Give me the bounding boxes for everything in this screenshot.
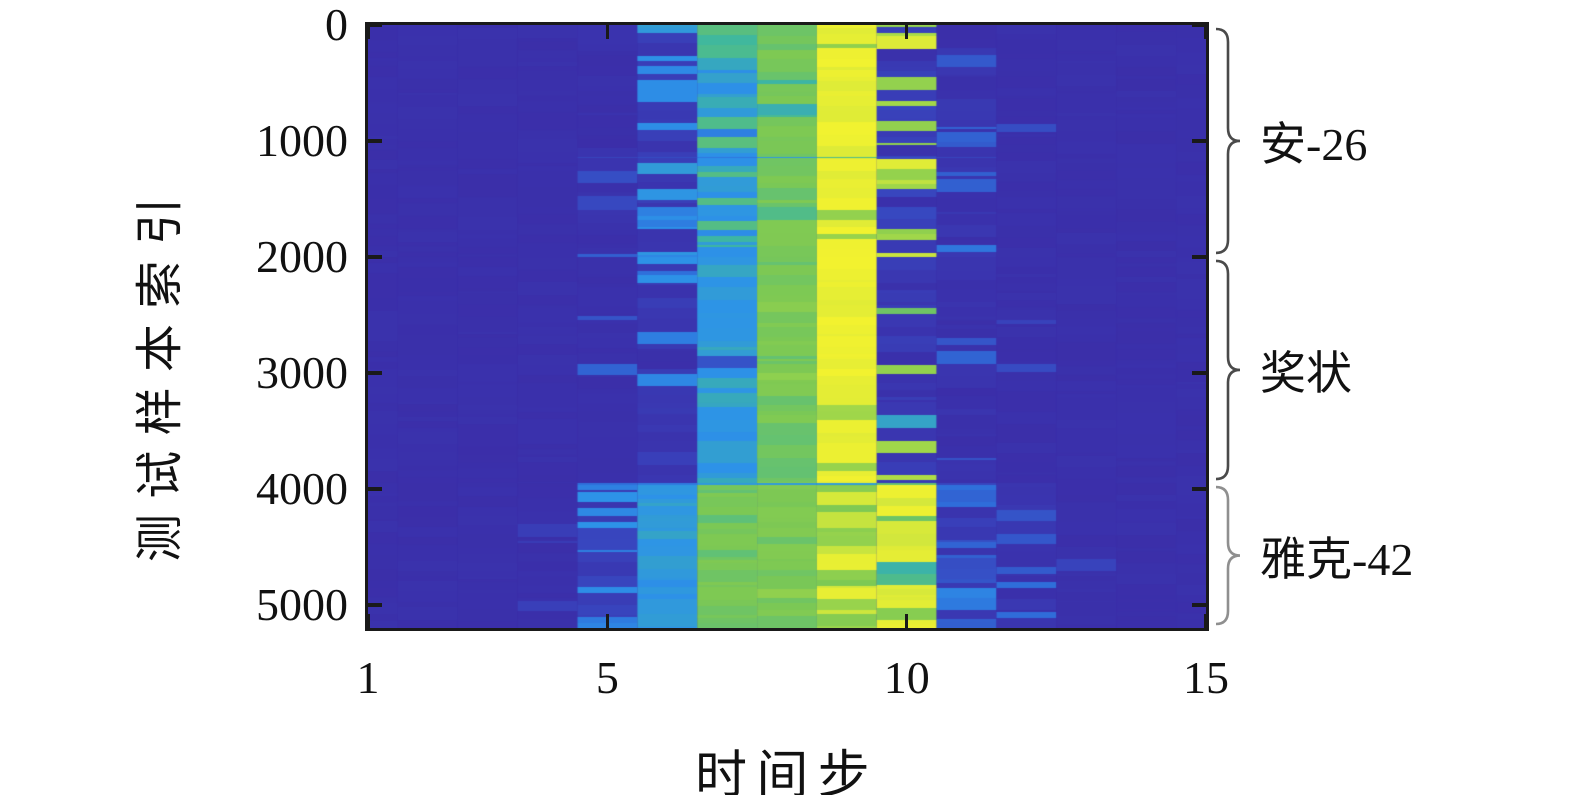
class-label-jiangzhuang: 奖状 [1260, 347, 1352, 399]
y-tick-mark [368, 487, 382, 491]
class-label-an26: 安-26 [1260, 118, 1368, 170]
y-tick-label: 4000 [256, 462, 348, 514]
heatmap-plot-area [365, 22, 1209, 631]
x-tick-mark [605, 25, 610, 39]
section-brace [1215, 259, 1241, 481]
x-tick-mark [904, 25, 909, 39]
y-tick-mark [368, 603, 382, 607]
y-tick-mark [368, 139, 382, 143]
x-tick-mark [904, 614, 909, 628]
section-brace [1215, 485, 1241, 626]
y-tick-label: 0 [325, 0, 348, 50]
y-tick-mark [368, 255, 382, 259]
heatmap-canvas [368, 25, 1206, 628]
y-tick-mark [368, 23, 382, 27]
y-tick-label: 5000 [256, 578, 348, 630]
y-tick-mark [1192, 139, 1206, 143]
class-label-yak42: 雅克-42 [1260, 533, 1414, 585]
x-axis-label: 时间步 [694, 748, 880, 795]
y-tick-label: 2000 [256, 230, 348, 282]
x-tick-label: 15 [1183, 652, 1229, 703]
x-tick-mark [1204, 614, 1208, 628]
y-tick-mark [368, 371, 382, 375]
x-tick-mark [366, 25, 370, 39]
y-tick-mark [1192, 255, 1206, 259]
y-tick-mark [1192, 487, 1206, 491]
x-tick-label: 1 [356, 652, 380, 703]
x-tick-label: 5 [595, 652, 619, 703]
y-tick-label: 3000 [256, 346, 348, 398]
x-tick-mark [366, 614, 370, 628]
x-tick-label: 10 [883, 652, 930, 703]
x-tick-mark [1204, 25, 1208, 39]
y-tick-mark [1192, 23, 1206, 27]
y-tick-label: 1000 [256, 114, 348, 166]
y-tick-mark [1192, 603, 1206, 607]
section-brace [1215, 27, 1241, 255]
x-tick-mark [605, 614, 610, 628]
y-tick-mark [1192, 371, 1206, 375]
